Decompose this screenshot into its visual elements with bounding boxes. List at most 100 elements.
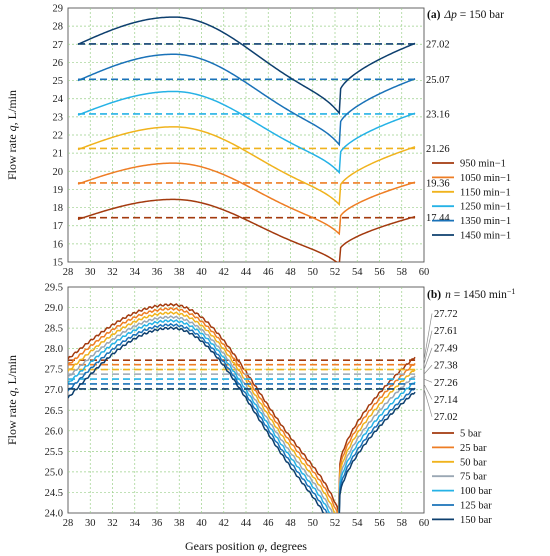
- y-tick-label: 27.5: [45, 365, 63, 376]
- series-line-6: [68, 326, 416, 513]
- x-axis-label: Gears position φ, degrees: [185, 539, 307, 553]
- x-tick-label: 44: [241, 518, 252, 529]
- y-tick-label: 18: [53, 203, 64, 214]
- x-tick-label: 48: [285, 267, 296, 278]
- y-tick-label: 29: [53, 4, 64, 15]
- series-line-1: [68, 306, 416, 513]
- annotation-leader: [423, 364, 433, 375]
- y-tick-label: 25.5: [45, 447, 63, 458]
- x-tick-label: 44: [241, 267, 252, 278]
- legend-entry: 1250 min−1: [460, 202, 511, 213]
- series-line-5: [77, 16, 416, 116]
- mean-value-label: 27.02: [426, 39, 450, 50]
- x-tick-label: 54: [352, 267, 363, 278]
- series-group: [68, 302, 416, 513]
- y-tick-label: 24: [53, 94, 64, 105]
- mean-value-label: 19.36: [426, 178, 450, 189]
- x-tick-label: 48: [285, 518, 296, 529]
- legend-entry: 5 bar: [460, 429, 482, 440]
- y-axis-label-part: Flow rate: [5, 131, 19, 180]
- legend-entry: 1150 min−1: [460, 187, 511, 198]
- y-axis-label-part: Flow rate: [5, 396, 19, 445]
- legend-entry: 1450 min−1: [460, 231, 511, 242]
- y-axis-label-part: , L/min: [5, 355, 19, 390]
- chart-panel-a: 28 30 32 34 36 38 40 42 44 46 48 50 52 54 56 58 60 15 16 17…: [5, 4, 511, 300]
- legend-entry: 150 bar: [460, 515, 492, 526]
- mean-value-label: 27.14: [434, 395, 458, 406]
- mean-value-label: 23.16: [426, 109, 450, 120]
- x-tick-label: 58: [397, 518, 408, 529]
- y-tick-label: 27.0: [45, 385, 63, 396]
- gridlines: [68, 287, 424, 513]
- x-tick-label: 34: [130, 267, 141, 278]
- legend: 5 bar 25 bar 50 bar 75 bar 100 bar 125 bar 150…: [432, 429, 492, 526]
- x-tick-label: 28: [63, 518, 74, 529]
- series-line-3: [77, 90, 416, 175]
- panel-title-symbol: n: [445, 289, 451, 301]
- mean-value-label: 27.72: [434, 309, 458, 320]
- y-tick-label: 26.0: [45, 426, 63, 437]
- x-tick-label: 40: [196, 518, 207, 529]
- x-tick-label: 40: [196, 267, 207, 278]
- y-tick-label: 20: [53, 167, 64, 178]
- series-line-2: [77, 126, 416, 207]
- y-tick-label: 16: [53, 239, 64, 250]
- panel-title-value: = 1450 min: [451, 289, 507, 301]
- y-tick-label: 22: [53, 131, 64, 142]
- x-tick-label: 36: [152, 518, 163, 529]
- annotation-leader: [423, 330, 433, 365]
- y-tick-label: 23: [53, 112, 64, 123]
- x-tick-label: 52: [330, 518, 341, 529]
- panel-title-superscript: −1: [507, 287, 516, 296]
- y-tick-label: 17: [53, 221, 64, 232]
- annotation-leader: [423, 313, 433, 361]
- legend-entry: 25 bar: [460, 443, 487, 454]
- panel-title: (b) n = 1450 min−1: [427, 287, 515, 301]
- panel-title-symbol: Δp: [443, 9, 457, 21]
- annotation-leader: [423, 378, 433, 383]
- y-axis-label: Flow rate q, L/min: [5, 355, 19, 445]
- mean-value-label: 25.07: [426, 75, 450, 86]
- x-tick-label: 46: [263, 267, 274, 278]
- y-tick-label: 27: [53, 40, 64, 51]
- x-tick-label: 56: [374, 518, 385, 529]
- y-tick-label: 19: [53, 185, 64, 196]
- annotation-leader: [423, 347, 433, 370]
- legend: 950 min−1 1050 min−1 1150 min−1 1250 min−1 1…: [432, 159, 511, 242]
- series-line-5: [68, 322, 416, 513]
- legend-entry: 100 bar: [460, 486, 492, 497]
- mean-value-label: 27.38: [434, 361, 458, 372]
- x-tick-label: 34: [130, 518, 141, 529]
- series-line-3: [68, 315, 416, 513]
- chart-panel-b: 28 30 32 34 36 38 40 42 44 46 48 50 52 54 56 58 60 24.0 24…: [5, 283, 515, 554]
- series-line-2: [68, 310, 416, 513]
- x-tick-label: 52: [330, 267, 341, 278]
- y-tick-label: 29.0: [45, 303, 63, 314]
- x-tick-label: 46: [263, 518, 274, 529]
- x-tick-label: 58: [397, 267, 408, 278]
- legend-entry: 1350 min−1: [460, 216, 511, 227]
- series-line-0: [77, 198, 416, 262]
- annotation-leader: [423, 388, 433, 417]
- y-axis-label-part: q: [5, 125, 19, 131]
- x-axis-label-part: , degrees: [264, 539, 307, 553]
- series-line-1: [77, 162, 416, 236]
- y-axis-label-part: , L/min: [5, 90, 19, 125]
- y-axis-label: Flow rate q, L/min: [5, 90, 19, 180]
- series-line-4: [68, 318, 416, 513]
- y-tick-label: 25: [53, 76, 64, 87]
- x-axis-label-part: Gears position: [185, 539, 258, 553]
- x-tick-label: 38: [174, 267, 185, 278]
- series-group: [77, 16, 416, 262]
- legend-entry: 1050 min−1: [460, 173, 511, 184]
- panel-tag: (a): [427, 9, 441, 21]
- y-tick-label: 15: [53, 258, 64, 269]
- x-tick-label: 32: [107, 267, 118, 278]
- x-tick-label: 38: [174, 518, 185, 529]
- x-tick-label: 32: [107, 518, 118, 529]
- y-tick-label: 24.5: [45, 488, 63, 499]
- x-tick-label: 60: [419, 267, 430, 278]
- y-tick-label: 28.5: [45, 324, 63, 335]
- y-tick-label: 21: [53, 149, 64, 160]
- mean-value-label: 21.26: [426, 144, 450, 155]
